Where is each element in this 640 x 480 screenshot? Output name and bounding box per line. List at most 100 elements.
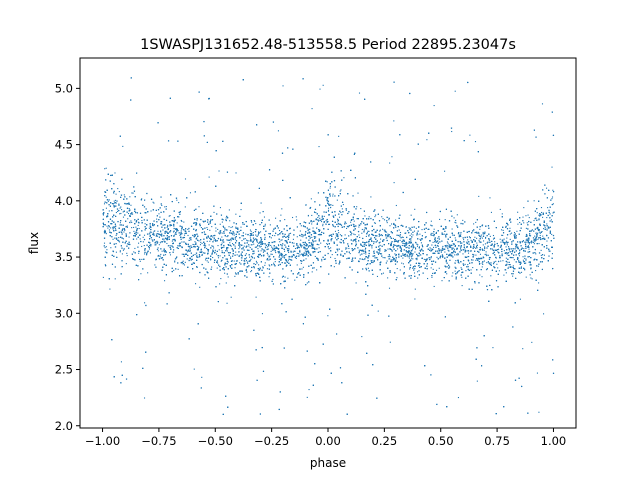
data-point bbox=[414, 268, 416, 270]
data-point bbox=[113, 200, 115, 202]
data-point bbox=[543, 254, 545, 256]
data-point bbox=[284, 250, 286, 252]
data-point bbox=[294, 279, 296, 281]
data-point bbox=[479, 241, 481, 243]
data-point bbox=[265, 247, 267, 249]
data-point bbox=[269, 265, 271, 267]
data-point bbox=[406, 254, 409, 256]
data-point bbox=[453, 243, 455, 245]
data-point bbox=[251, 221, 253, 223]
data-point bbox=[416, 259, 418, 261]
data-point bbox=[525, 233, 527, 235]
data-point bbox=[453, 217, 455, 219]
data-point bbox=[228, 209, 230, 211]
data-point bbox=[299, 230, 301, 232]
data-point bbox=[508, 246, 510, 248]
data-point bbox=[201, 253, 203, 255]
data-point bbox=[250, 270, 253, 272]
data-point bbox=[357, 192, 359, 194]
data-point bbox=[306, 245, 308, 247]
data-point bbox=[483, 260, 485, 262]
data-point bbox=[384, 249, 386, 251]
data-point bbox=[475, 245, 478, 247]
data-point bbox=[337, 250, 339, 252]
data-point bbox=[141, 198, 143, 200]
data-point bbox=[307, 214, 309, 217]
data-point bbox=[364, 243, 366, 245]
data-point bbox=[490, 275, 492, 277]
data-point bbox=[190, 246, 192, 248]
data-point bbox=[551, 253, 553, 255]
data-point bbox=[155, 233, 158, 235]
data-point bbox=[311, 245, 313, 247]
data-point bbox=[149, 232, 151, 234]
data-point bbox=[431, 234, 433, 236]
data-point bbox=[160, 241, 162, 243]
data-point bbox=[454, 244, 457, 247]
data-point bbox=[511, 273, 513, 275]
data-point bbox=[270, 246, 273, 248]
data-point bbox=[416, 257, 418, 259]
data-point bbox=[296, 219, 298, 221]
data-point bbox=[460, 267, 462, 269]
data-point bbox=[536, 232, 538, 234]
data-point bbox=[309, 228, 311, 230]
data-point bbox=[171, 240, 173, 242]
data-point bbox=[551, 166, 553, 168]
data-point bbox=[396, 245, 398, 248]
data-point bbox=[393, 241, 395, 243]
data-point bbox=[122, 238, 125, 240]
data-point bbox=[551, 233, 553, 235]
data-point bbox=[414, 265, 416, 267]
data-point bbox=[311, 271, 313, 273]
data-point bbox=[346, 247, 348, 249]
data-point bbox=[212, 249, 214, 251]
data-point bbox=[370, 260, 372, 262]
data-point bbox=[133, 251, 135, 253]
data-point bbox=[281, 208, 283, 210]
data-point bbox=[545, 187, 548, 189]
data-point bbox=[136, 238, 138, 240]
data-point bbox=[270, 253, 272, 255]
data-point bbox=[148, 248, 151, 250]
data-point bbox=[104, 229, 106, 231]
data-point bbox=[405, 232, 407, 234]
data-point bbox=[507, 254, 509, 257]
data-point bbox=[335, 233, 337, 235]
data-point bbox=[317, 234, 319, 236]
data-point bbox=[352, 260, 354, 262]
data-point bbox=[528, 248, 530, 250]
data-point bbox=[198, 206, 200, 208]
data-point bbox=[200, 241, 202, 243]
data-point bbox=[337, 229, 339, 232]
data-point bbox=[508, 266, 510, 268]
data-point bbox=[164, 280, 166, 282]
data-point bbox=[181, 241, 183, 243]
data-point bbox=[492, 234, 495, 237]
data-point bbox=[468, 231, 470, 233]
data-point bbox=[455, 260, 457, 262]
data-point bbox=[258, 250, 260, 252]
data-point bbox=[118, 191, 120, 193]
data-point bbox=[345, 222, 347, 224]
data-point bbox=[311, 221, 313, 223]
data-point bbox=[484, 243, 486, 245]
data-point bbox=[281, 239, 283, 241]
data-point bbox=[468, 236, 470, 238]
data-point bbox=[250, 244, 252, 246]
data-point bbox=[160, 221, 162, 223]
data-point bbox=[430, 257, 432, 259]
data-point bbox=[533, 243, 535, 245]
data-point bbox=[242, 223, 244, 225]
data-point bbox=[282, 85, 284, 87]
data-point bbox=[323, 221, 325, 224]
data-point bbox=[186, 251, 188, 253]
data-point bbox=[322, 218, 324, 220]
data-point bbox=[454, 262, 456, 264]
data-point bbox=[350, 221, 352, 223]
data-point bbox=[408, 227, 410, 229]
data-point bbox=[388, 219, 390, 221]
data-point bbox=[379, 241, 381, 243]
data-point bbox=[119, 251, 121, 253]
data-point bbox=[115, 211, 117, 214]
